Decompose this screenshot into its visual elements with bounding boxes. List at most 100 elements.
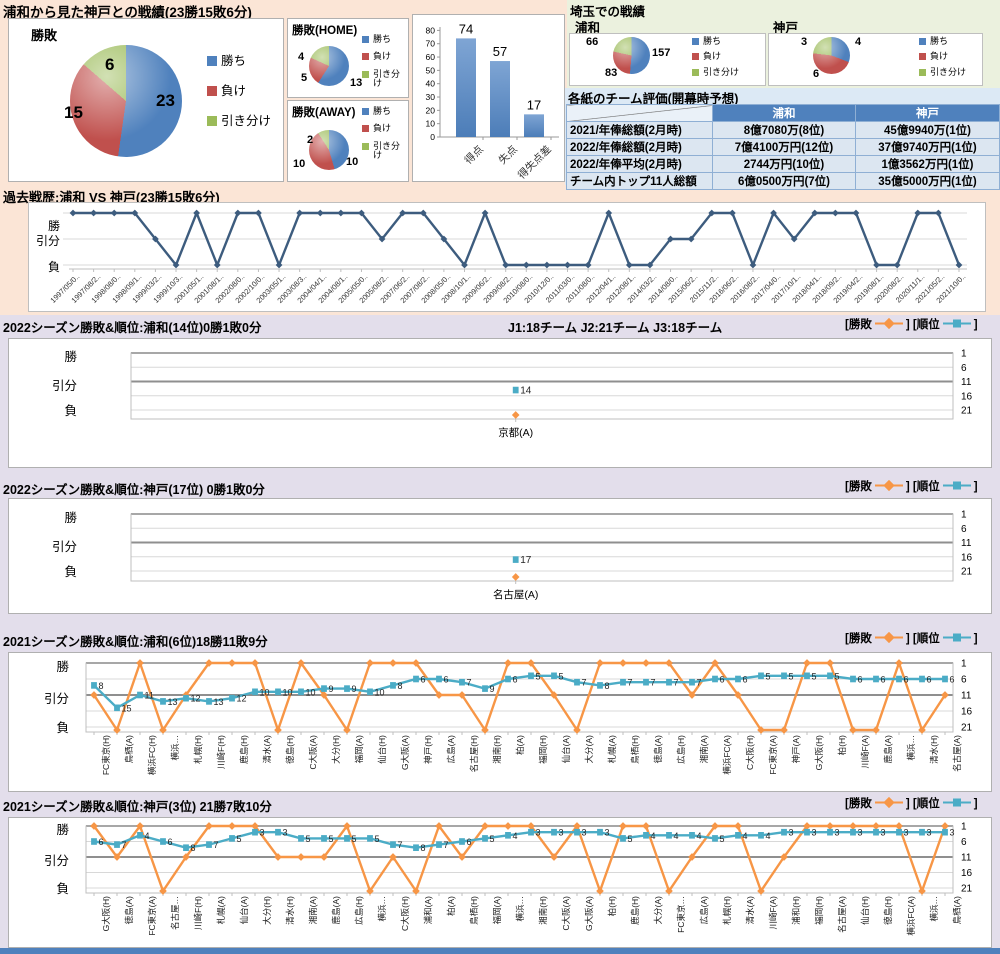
winloss-point <box>803 822 811 830</box>
x-label: 鹿島(A) <box>331 896 341 925</box>
history-point <box>831 209 839 217</box>
rank-value: 5 <box>766 671 771 681</box>
history-point <box>131 209 139 217</box>
rank-value: 6 <box>881 675 886 685</box>
x-label: 神戸(H) <box>423 735 433 764</box>
table-cell: 2021/年俸総額(2月時) <box>566 121 713 139</box>
x-label: 柏(H) <box>607 896 617 917</box>
history-point <box>502 261 510 269</box>
legend-swatch-icon <box>692 38 699 45</box>
rank-axis-tick: 11 <box>961 377 972 388</box>
pie-value: 3 <box>801 36 808 48</box>
x-label: G大阪(H) <box>101 896 111 932</box>
y-axis-label: 負 <box>64 565 77 579</box>
table-cell: 35億5000万円(1位) <box>855 172 1000 190</box>
saitama-urawa-box: 66 157 83 勝ち 負け 引き分け <box>569 33 766 86</box>
rank-value: 12 <box>237 694 247 704</box>
rank-point <box>482 835 488 842</box>
rank-point <box>512 556 519 563</box>
x-label: 札幌(A) <box>607 735 617 764</box>
table-cell: チーム内トップ11人総額 <box>566 172 713 190</box>
rank-value: 4 <box>697 831 702 841</box>
rank-point <box>512 386 519 394</box>
rank-point <box>620 678 626 686</box>
winloss-point <box>136 822 144 830</box>
x-label: 柏(H) <box>837 735 847 756</box>
svg-text:70: 70 <box>426 39 436 49</box>
section-title-2022-urawa: 2022シーズン勝敗&順位:浦和(14位)0勝1敗0分 <box>3 321 262 335</box>
rank-point <box>482 685 488 692</box>
rank-value: 5 <box>789 671 794 681</box>
legend-label: 勝ち <box>703 36 722 46</box>
rank-point <box>436 841 442 848</box>
y-axis-label: 負 <box>47 260 60 274</box>
rank-value: 5 <box>536 671 541 681</box>
rank-point <box>896 675 902 683</box>
winloss-marker-icon <box>874 479 903 492</box>
rank-value: 4 <box>651 831 656 841</box>
rank-axis-tick: 16 <box>961 552 973 563</box>
pie-away-title: 勝敗(AWAY) <box>292 107 356 119</box>
rank-point <box>91 682 97 689</box>
history-point <box>914 209 922 217</box>
main-title: 浦和から見た神戸との戦績(23勝15敗6分) <box>3 5 252 20</box>
rank-point <box>137 832 143 839</box>
legend-label: 勝ち <box>930 36 949 46</box>
rank-value: 3 <box>812 828 817 838</box>
rank-axis-tick: 16 <box>961 707 973 718</box>
x-label: 湘南(A) <box>308 896 318 925</box>
rank-value: 10 <box>260 687 270 697</box>
rank-value: 3 <box>835 828 840 838</box>
x-label: 徳島(A) <box>653 735 663 764</box>
rank-axis-tick: 16 <box>961 391 973 402</box>
rank-marker-icon <box>942 481 971 490</box>
rank-value: 6 <box>720 675 725 685</box>
x-label: G大阪(A) <box>400 735 410 770</box>
history-point <box>296 209 304 217</box>
rank-point <box>229 694 235 702</box>
eval-title: 各紙のチーム評価(開幕時予想) <box>568 92 739 106</box>
rank-value: 7 <box>582 678 587 688</box>
rank-axis-tick: 1 <box>961 349 967 360</box>
pie-value: 157 <box>652 47 671 59</box>
legend-winloss-label: [勝敗 <box>845 633 872 645</box>
x-label: 仙台(A) <box>239 896 249 925</box>
history-point <box>852 209 860 217</box>
rank-value: 6 <box>950 675 955 685</box>
winloss-pie <box>70 45 182 157</box>
history-point <box>749 261 757 269</box>
winloss-point <box>711 659 719 667</box>
winloss-point <box>711 822 719 830</box>
legend-item: 引き分け <box>919 67 966 77</box>
x-label: 大分(A) <box>653 896 663 925</box>
winloss-point <box>511 411 520 419</box>
table-row: 2021/年俸総額(2月時) 8億7080万(8位) 45億9940万(1位) <box>566 121 1000 139</box>
rank-point <box>459 838 465 845</box>
rank-point <box>459 678 465 686</box>
winloss-point <box>113 853 121 861</box>
rank-value: 3 <box>881 828 886 838</box>
rank-value: 13 <box>168 697 178 707</box>
rank-point <box>643 832 649 839</box>
x-label: 名古屋(A) <box>837 896 847 933</box>
history-point <box>543 261 551 269</box>
winloss-point <box>918 726 926 734</box>
winloss-point <box>159 726 167 734</box>
x-label: 横浜… <box>929 896 939 922</box>
x-label: 横浜… <box>170 735 180 761</box>
svg-text:50: 50 <box>426 65 436 75</box>
legend-swatch-icon <box>919 68 926 76</box>
rank-value: 5 <box>628 834 633 844</box>
series-legend: [勝敗] [順位] <box>845 478 978 494</box>
legend-rank-label: ] [順位 <box>905 481 940 493</box>
history-point <box>461 261 468 269</box>
bar-value: 57 <box>493 44 507 59</box>
rank-point <box>873 675 879 683</box>
rank-axis-tick: 16 <box>961 868 973 879</box>
rank-value: 11 <box>145 691 154 701</box>
section-title-2022-kobe: 2022シーズン勝敗&順位:神戸(17位) 0勝1敗0分 <box>3 483 265 497</box>
rank-value: 5 <box>306 834 311 844</box>
history-point <box>605 209 613 217</box>
svg-text:0: 0 <box>430 132 435 142</box>
